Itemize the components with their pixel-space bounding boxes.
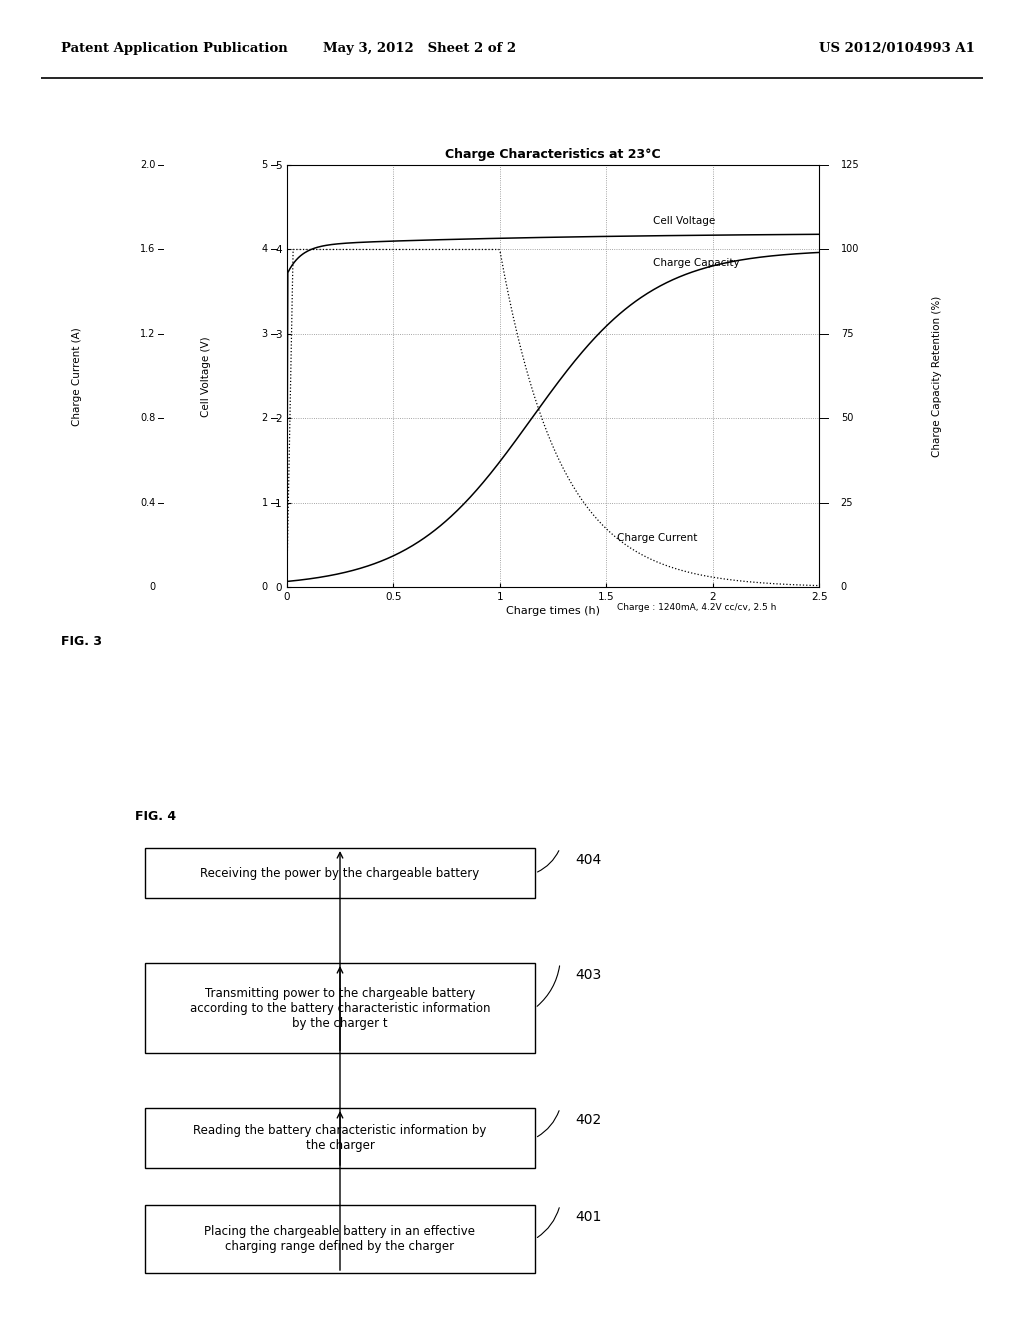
Text: 401: 401 bbox=[575, 1210, 601, 1224]
Text: Charge Current: Charge Current bbox=[616, 533, 697, 543]
Text: 403: 403 bbox=[575, 968, 601, 982]
Text: Reading the battery characteristic information by
the charger: Reading the battery characteristic infor… bbox=[194, 1125, 486, 1152]
Text: 0.4: 0.4 bbox=[140, 498, 156, 508]
Text: 402: 402 bbox=[575, 1113, 601, 1127]
Text: 0.8: 0.8 bbox=[140, 413, 156, 424]
Text: Placing the chargeable battery in an effective
charging range defined by the cha: Placing the chargeable battery in an eff… bbox=[205, 1225, 475, 1253]
Text: Charge Capacity Retention (%): Charge Capacity Retention (%) bbox=[932, 296, 942, 457]
Text: 0: 0 bbox=[150, 582, 156, 593]
Text: 50: 50 bbox=[841, 413, 853, 424]
Text: 5: 5 bbox=[261, 160, 268, 170]
Text: 1.2: 1.2 bbox=[140, 329, 156, 339]
Text: FIG. 3: FIG. 3 bbox=[61, 635, 102, 648]
Text: 3: 3 bbox=[262, 329, 268, 339]
Text: Charge Current (A): Charge Current (A) bbox=[72, 327, 82, 425]
Text: 125: 125 bbox=[841, 160, 859, 170]
Text: 1: 1 bbox=[262, 498, 268, 508]
Text: Patent Application Publication: Patent Application Publication bbox=[61, 42, 288, 55]
Text: Cell Voltage: Cell Voltage bbox=[653, 216, 716, 226]
Text: 1.6: 1.6 bbox=[140, 244, 156, 255]
Text: 0: 0 bbox=[841, 582, 847, 593]
Text: 2.0: 2.0 bbox=[140, 160, 156, 170]
Bar bbox=[145, 1205, 535, 1272]
Bar bbox=[145, 964, 535, 1053]
Text: FIG. 4: FIG. 4 bbox=[135, 810, 176, 824]
Text: 2: 2 bbox=[261, 413, 268, 424]
Text: Charge : 1240mA, 4.2V cc/cv, 2.5 h: Charge : 1240mA, 4.2V cc/cv, 2.5 h bbox=[616, 603, 776, 612]
Text: Receiving the power by the chargeable battery: Receiving the power by the chargeable ba… bbox=[201, 867, 479, 879]
Text: 75: 75 bbox=[841, 329, 853, 339]
Title: Charge Characteristics at 23°C: Charge Characteristics at 23°C bbox=[445, 148, 660, 161]
Text: 25: 25 bbox=[841, 498, 853, 508]
Text: 404: 404 bbox=[575, 853, 601, 867]
Text: US 2012/0104993 A1: US 2012/0104993 A1 bbox=[819, 42, 975, 55]
Bar bbox=[145, 849, 535, 898]
Text: 4: 4 bbox=[262, 244, 268, 255]
Text: May 3, 2012   Sheet 2 of 2: May 3, 2012 Sheet 2 of 2 bbox=[324, 42, 516, 55]
Bar bbox=[145, 1107, 535, 1168]
Text: 0: 0 bbox=[262, 582, 268, 593]
Text: 100: 100 bbox=[841, 244, 859, 255]
Text: Transmitting power to the chargeable battery
according to the battery characteri: Transmitting power to the chargeable bat… bbox=[189, 986, 490, 1030]
X-axis label: Charge times (h): Charge times (h) bbox=[506, 606, 600, 616]
Text: Charge Capacity: Charge Capacity bbox=[653, 259, 739, 268]
Text: Cell Voltage (V): Cell Voltage (V) bbox=[201, 335, 211, 417]
